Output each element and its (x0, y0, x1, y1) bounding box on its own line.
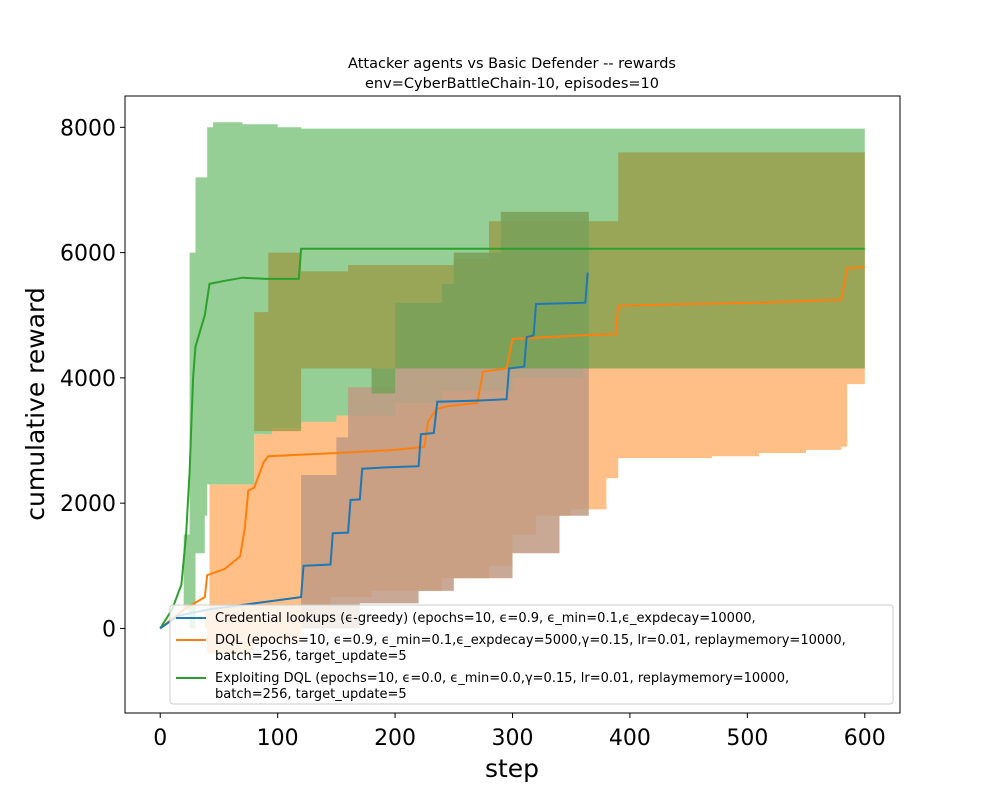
dql-line (159, 266, 865, 630)
x-axis-label: step (485, 754, 539, 783)
y-tick-label: 0 (102, 617, 116, 642)
legend-label: Exploiting DQL (epochs=10, ϵ=0.0, ϵ_min=… (215, 671, 789, 702)
legend-box (169, 604, 894, 705)
legend-entry-credential-lookups: Credential lookups (ϵ-greedy) (epochs=10… (176, 611, 756, 626)
x-tick-label: 200 (374, 726, 416, 751)
legend-entries: Credential lookups (ϵ-greedy) (epochs=10… (176, 611, 846, 702)
y-axis-label: cumulative reward (21, 287, 50, 521)
y-axis-ticks: 0 2000 4000 6000 8000 (60, 116, 125, 642)
credential-lookups-line (159, 272, 589, 630)
y-tick-label: 2000 (60, 492, 116, 517)
exploiting-dql-line (159, 247, 865, 629)
x-axis-ticks: 0 100 200 300 400 500 600 (153, 713, 886, 751)
x-tick-label: 400 (609, 726, 651, 751)
x-tick-label: 500 (726, 726, 768, 751)
x-tick-label: 100 (257, 726, 299, 751)
y-tick-label: 6000 (60, 242, 116, 267)
x-tick-label: 300 (492, 726, 534, 751)
series-lines (159, 247, 865, 630)
legend-label: Credential lookups (ϵ-greedy) (epochs=10… (215, 611, 756, 626)
overlap-region-2 (301, 368, 589, 629)
legend-label: DQL (epochs=10, ϵ=0.9, ϵ_min=0.1,ϵ_expde… (215, 633, 846, 664)
overlap-region-3 (371, 211, 589, 394)
legend-entry-dql: DQL (epochs=10, ϵ=0.9, ϵ_min=0.1,ϵ_expde… (176, 633, 846, 664)
chart-subtitle: env=CyberBattleChain-10, episodes=10 (365, 76, 659, 92)
chart-title: Attacker agents vs Basic Defender -- rew… (348, 56, 676, 72)
legend-entry-exploiting-dql: Exploiting DQL (epochs=10, ϵ=0.0, ϵ_min=… (176, 671, 789, 702)
y-tick-label: 4000 (60, 367, 116, 392)
y-tick-label: 8000 (60, 116, 116, 141)
x-tick-label: 0 (153, 726, 167, 751)
chart-legend: Credential lookups (ϵ-greedy) (epochs=10… (169, 604, 894, 705)
x-tick-label: 600 (844, 726, 886, 751)
